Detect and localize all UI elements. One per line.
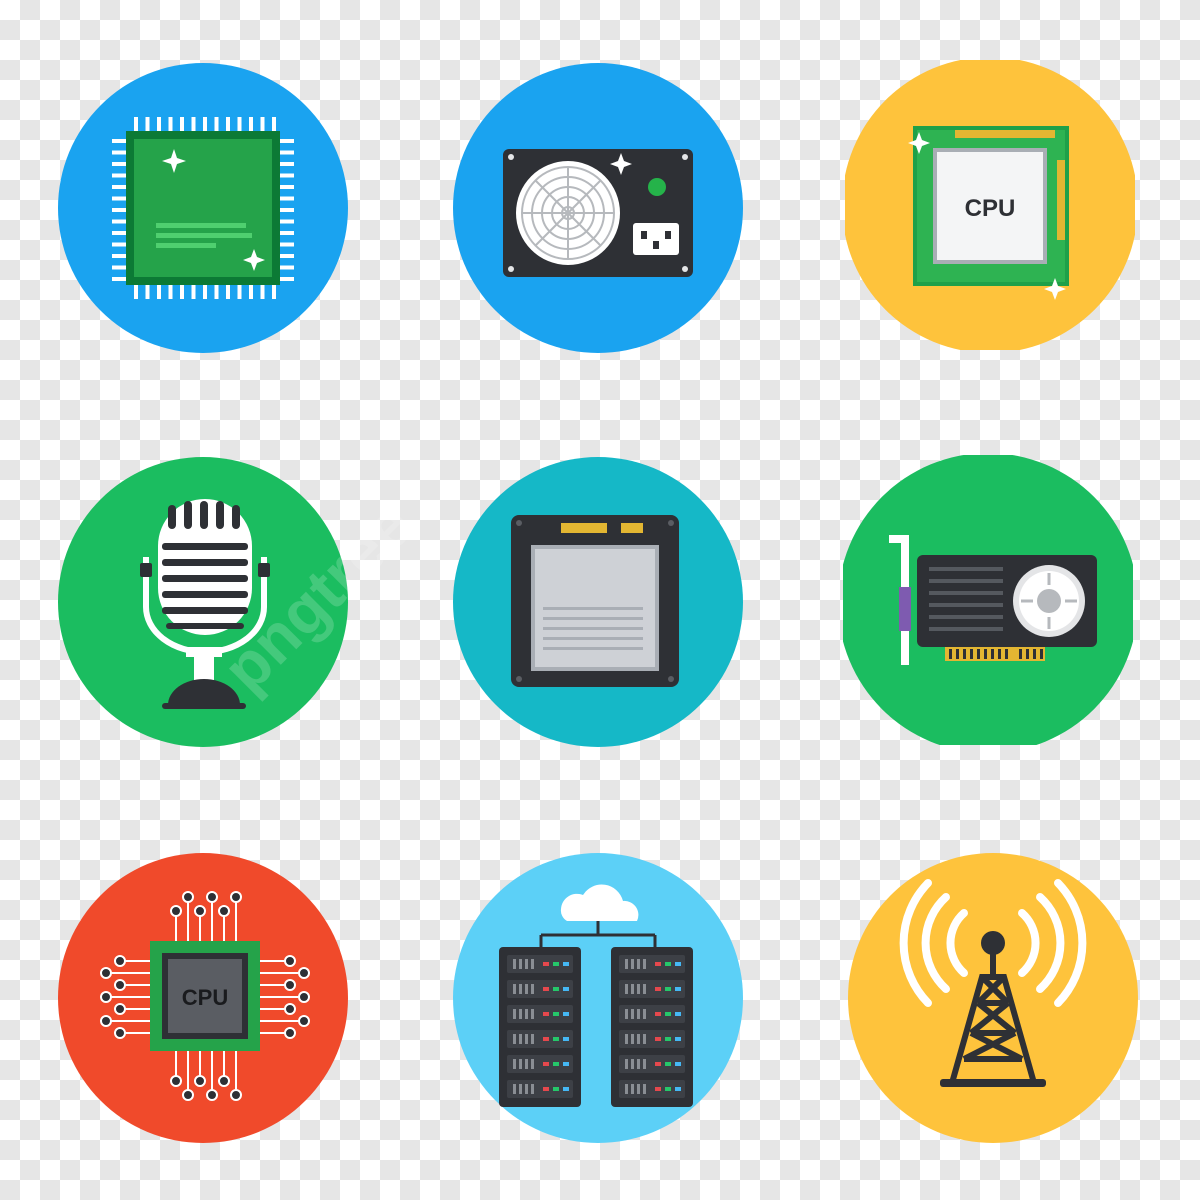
signal-tower-icon xyxy=(848,853,1138,1143)
cpu-label: CPU xyxy=(965,195,1016,222)
graphics-card-icon xyxy=(843,455,1133,745)
ssd-chip-icon xyxy=(453,457,743,747)
cpu-label: CPU xyxy=(182,985,228,1010)
cpu-processor-icon: CPU xyxy=(845,60,1135,350)
power-supply-icon xyxy=(453,63,743,353)
microchip-icon xyxy=(58,63,348,353)
cloud-servers-icon xyxy=(453,853,743,1143)
cpu-circuit-icon: CPU xyxy=(58,853,348,1143)
microphone-icon xyxy=(58,457,348,747)
